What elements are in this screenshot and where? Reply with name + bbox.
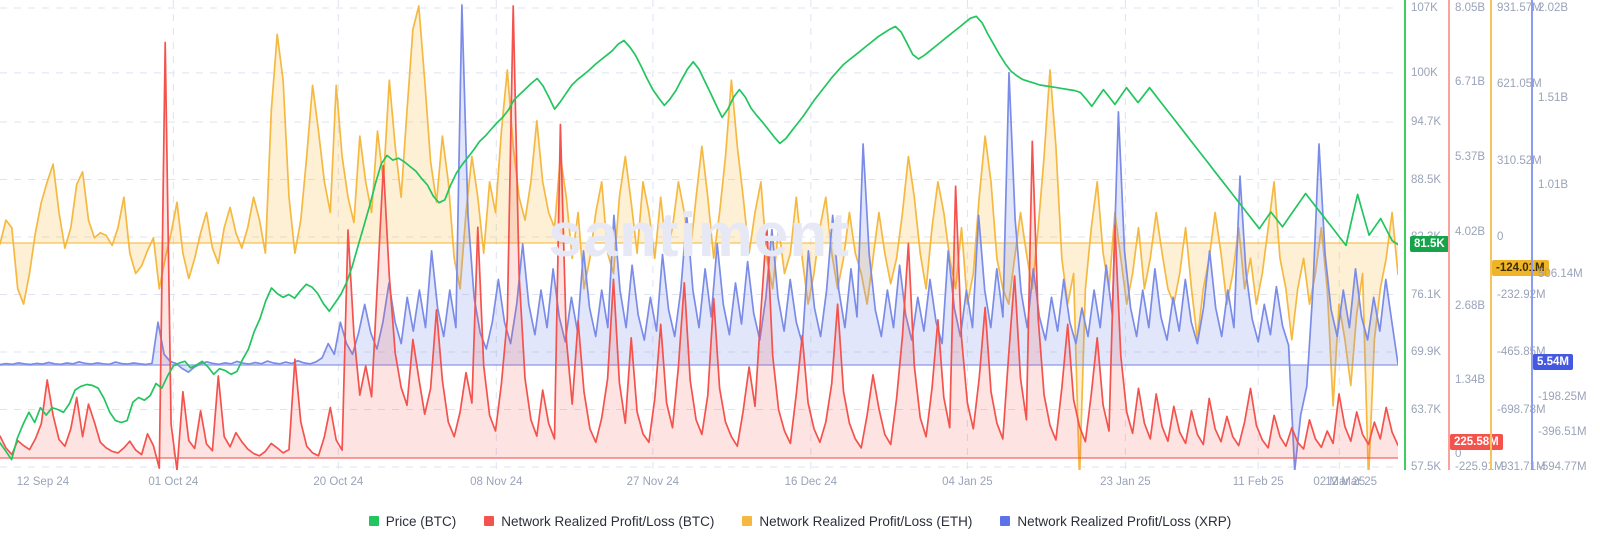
- axis-tick-label: 69.9K: [1411, 346, 1442, 359]
- legend-item-2[interactable]: Network Realized Profit/Loss (ETH): [742, 514, 972, 529]
- axis-tick-label: 1.01B: [1538, 179, 1569, 192]
- legend-item-1[interactable]: Network Realized Profit/Loss (BTC): [484, 514, 714, 529]
- x-axis-tick-label: 12 Sep 24: [16, 476, 70, 488]
- axis-spine: [1531, 0, 1533, 470]
- axis-tick-label: -594.77M: [1538, 461, 1587, 473]
- axis-tick-label: 506.14M: [1538, 267, 1583, 280]
- axis-tick-label: -698.78M: [1497, 403, 1546, 416]
- axis-tick-label: 621.05M: [1497, 78, 1542, 91]
- axis-tick-label: 2.02B: [1538, 2, 1569, 14]
- axis-tick-label: 4.02B: [1455, 225, 1486, 238]
- axis-tick-label: -232.92M: [1497, 288, 1546, 301]
- axis-tick-label: 2.68B: [1455, 299, 1486, 312]
- chart-legend: Price (BTC) Network Realized Profit/Loss …: [0, 500, 1600, 542]
- legend-swatch-icon: [1000, 516, 1011, 526]
- legend-item-0[interactable]: Price (BTC): [368, 513, 457, 529]
- axis-tick-label: 931.57M: [1497, 2, 1542, 14]
- x-axis-tick-label: 04 Jan 25: [942, 476, 993, 488]
- legend-label: Price (BTC): [385, 513, 457, 529]
- x-axis-tick-label: 11 Feb 25: [1232, 476, 1284, 488]
- axis-tick-label: -198.25M: [1538, 391, 1587, 404]
- chart-canvas: [0, 0, 1398, 470]
- axis-tick-label: 94.7K: [1411, 116, 1442, 129]
- x-axis: 12 Sep 24 01 Oct 24 20 Oct 24 08 Nov 24 27 N…: [0, 470, 1398, 500]
- axis-tick-label: 0: [1497, 231, 1504, 244]
- axis-tick-label: 6.71B: [1455, 76, 1486, 89]
- current-value-badge: 5.54M: [1533, 353, 1573, 370]
- x-axis-tick-label: 02 Mar 25: [1313, 476, 1366, 488]
- axis-tick-label: 57.5K: [1411, 461, 1442, 473]
- axis-tick-label: -931.71M: [1497, 461, 1546, 473]
- legend-swatch-icon: [368, 516, 379, 526]
- x-axis-tick-label: 20 Oct 24: [313, 476, 364, 488]
- x-axis-tick-label: 27 Nov 24: [626, 476, 680, 488]
- x-axis-tick-label: 12 Mar 25: [1325, 476, 1378, 488]
- legend-item-3[interactable]: Network Realized Profit/Loss (XRP): [1000, 514, 1231, 529]
- axis-tick-label: 310.52M: [1497, 154, 1542, 167]
- axis-tick-label: 100K: [1411, 66, 1438, 79]
- legend-label: Network Realized Profit/Loss (ETH): [759, 513, 973, 529]
- current-value-badge: 225.58M: [1450, 433, 1503, 450]
- axis-tick-label: -396.51M: [1538, 426, 1587, 439]
- x-axis-tick-label: 16 Dec 24: [784, 476, 838, 488]
- axis-spine: [1448, 0, 1450, 470]
- legend-label: Network Realized Profit/Loss (BTC): [501, 513, 715, 529]
- plot-area[interactable]: santiment: [0, 0, 1398, 470]
- axis-tick-label: 1.34B: [1455, 374, 1486, 387]
- x-axis-tick-label: 01 Oct 24: [148, 476, 199, 488]
- x-axis-tick-label: 08 Nov 24: [470, 476, 523, 488]
- axis-tick-label: 63.7K: [1411, 403, 1442, 416]
- current-value-badge: 81.5K: [1410, 236, 1449, 253]
- axis-tick-label: 5.37B: [1455, 150, 1486, 163]
- axis-tick-label: 8.05B: [1455, 2, 1486, 14]
- axis-spine: [1404, 0, 1406, 470]
- legend-label: Network Realized Profit/Loss (XRP): [1017, 513, 1232, 529]
- axis-tick-label: 107K: [1411, 2, 1438, 14]
- x-axis-tick-label: 23 Jan 25: [1100, 476, 1151, 488]
- axis-tick-label: 1.51B: [1538, 91, 1569, 104]
- axis-tick-label: 0: [1455, 448, 1462, 461]
- legend-swatch-icon: [742, 516, 753, 526]
- axis-tick-label: 76.1K: [1411, 288, 1442, 301]
- axis-spine: [1490, 0, 1492, 470]
- axis-tick-label: 88.5K: [1411, 173, 1442, 186]
- legend-swatch-icon: [484, 516, 495, 526]
